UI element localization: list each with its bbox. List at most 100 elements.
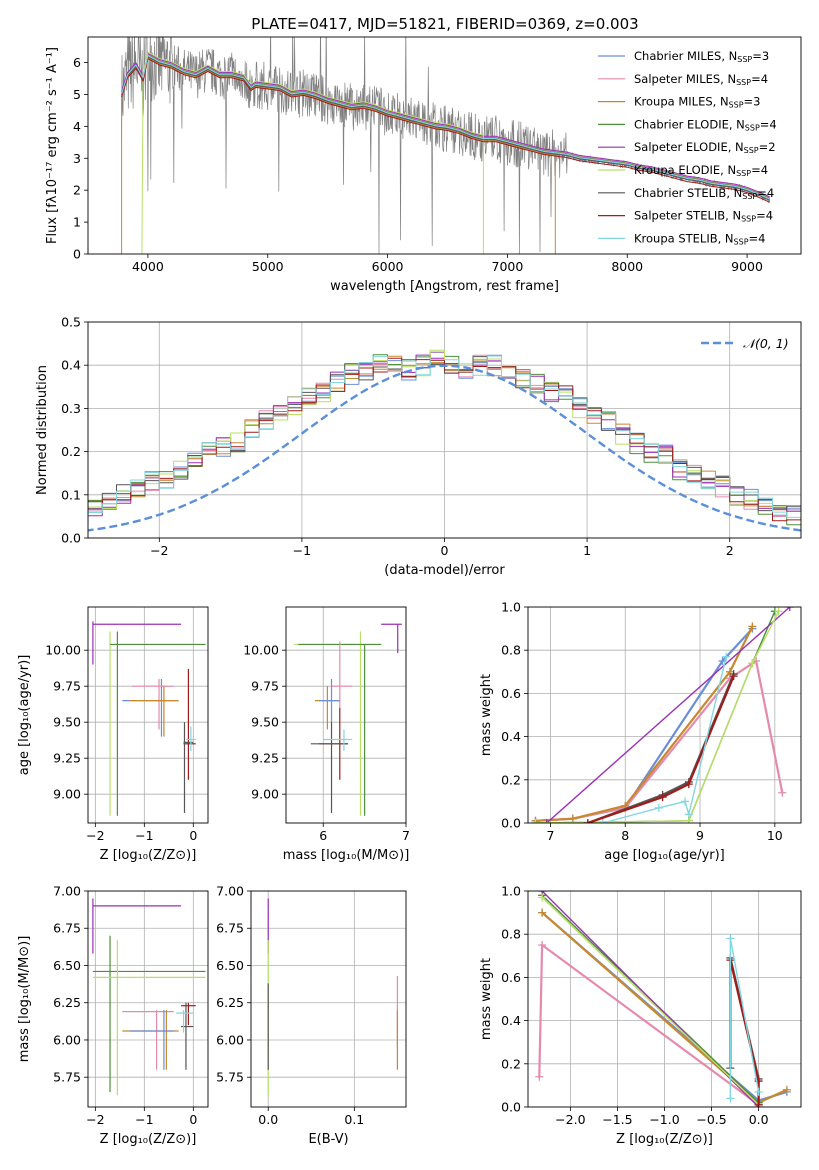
weight-series-line <box>535 610 780 823</box>
x-tick-label: −0.5 <box>696 1112 726 1127</box>
x-axis-label: wavelength [Angstrom, rest frame] <box>330 279 559 294</box>
y-tick-label: 0.0 <box>61 531 81 546</box>
x-tick-label: 0 <box>189 1112 197 1127</box>
y-tick-label: 0.0 <box>501 1100 521 1115</box>
y-tick-label: 10.00 <box>45 643 81 658</box>
x-tick-label: −1 <box>135 828 153 843</box>
y-tick-label: 0.4 <box>501 729 521 744</box>
age-vs-metallicity-frame <box>87 606 209 824</box>
mass-vs-metallicity-plot-area <box>88 891 208 1107</box>
weight-point-marker <box>748 659 757 668</box>
weight-point-marker <box>729 672 738 681</box>
legend-entry: Salpeter STELIB, NSSP=4 <box>634 209 773 224</box>
legend-entry: Kroupa MILES, NSSP=3 <box>634 95 760 110</box>
weight-series-line <box>587 675 735 823</box>
age-vs-mass-plot-area <box>286 607 406 823</box>
mass-weight-vs-age-frame <box>527 606 802 824</box>
weight-point-marker <box>538 941 547 949</box>
weight-point-marker <box>531 819 540 823</box>
x-axis-label: age [log₁₀(age/yr)] <box>604 848 725 863</box>
x-axis-label: Z [log₁₀(Z/Z⊙)] <box>100 1132 197 1147</box>
y-tick-label: 0.2 <box>501 1056 521 1071</box>
y-tick-label: 7.00 <box>53 884 81 899</box>
y-tick-label: 0.4 <box>61 358 81 373</box>
y-tick-label: 6.00 <box>53 1032 81 1047</box>
age-vs-mass-panel: 6 7 9.00 9.25 9.50 9.75 10.00 mass [log₁₀(M/M⊙)… <box>243 606 410 863</box>
weight-point-marker <box>538 893 547 902</box>
panels: 4000 5000 6000 7000 8000 90000123456wavelengt… <box>17 36 802 1147</box>
residual-histogram-step <box>88 349 801 524</box>
weight-point-marker <box>748 622 757 631</box>
y-tick-label: 0.8 <box>501 643 521 658</box>
x-tick-label: −2.0 <box>555 1112 585 1127</box>
weight-series-line <box>541 896 760 1106</box>
y-tick-label: 1 <box>73 215 81 230</box>
y-tick-label: 5 <box>73 87 81 102</box>
x-tick-label: 0.1 <box>344 1112 364 1127</box>
x-axis-label: E(B-V) <box>308 1132 348 1147</box>
legend-entry: Chabrier ELODIE, NSSP=4 <box>634 117 777 132</box>
figure-title: PLATE=0417, MJD=51821, FIBERID=0369, z=0… <box>251 15 638 33</box>
model-line <box>121 58 771 203</box>
y-tick-label: 3 <box>73 151 81 166</box>
y-tick-label: 0.6 <box>501 970 521 985</box>
weight-point-marker <box>568 814 577 823</box>
weight-point-marker <box>785 607 794 611</box>
weight-point-marker <box>684 810 693 819</box>
y-axis-label: Flux [fλ10⁻¹⁷ erg cm⁻² s⁻¹ A⁻¹] <box>45 47 60 244</box>
y-tick-label: 9.25 <box>251 751 279 766</box>
y-tick-label: 5.75 <box>53 1070 81 1085</box>
x-tick-label: 4000 <box>132 259 164 274</box>
age-vs-metallicity-plot-area <box>88 607 208 823</box>
weight-point-marker <box>722 652 731 661</box>
model-line <box>121 52 771 198</box>
y-tick-label: 6.75 <box>53 921 81 936</box>
legend-entry: Salpeter MILES, NSSP=4 <box>634 72 768 87</box>
model-line <box>121 54 771 199</box>
weight-series-line <box>538 943 760 1106</box>
y-tick-label: 4 <box>73 119 81 134</box>
mass-weight-vs-age-plot-area <box>528 607 801 823</box>
x-tick-label: 0 <box>189 828 197 843</box>
legend-entry: Chabrier STELIB, NSSP=4 <box>634 186 774 201</box>
y-tick-label: 0.3 <box>61 401 81 416</box>
model-line <box>121 55 771 200</box>
x-tick-label: 8 <box>621 828 629 843</box>
y-tick-label: 6.50 <box>216 958 244 973</box>
weight-series-line <box>546 607 791 823</box>
weight-point-marker <box>782 1085 791 1094</box>
model-line <box>121 57 556 254</box>
mass-weight-vs-metallicity-plot-area <box>528 891 801 1107</box>
y-tick-label: 9.75 <box>251 679 279 694</box>
x-tick-label: −2 <box>86 828 104 843</box>
y-tick-label: 1.0 <box>501 884 521 899</box>
residual-histogram-step <box>88 357 801 522</box>
weight-point-marker <box>681 797 690 806</box>
y-tick-label: 6.25 <box>53 995 81 1010</box>
residual-histogram-step <box>88 355 801 518</box>
x-tick-label: −2 <box>150 543 168 558</box>
legend-entry: Salpeter ELODIE, NSSP=2 <box>634 140 776 155</box>
y-tick-label: 9.50 <box>53 715 81 730</box>
y-axis-label: Normed distribution <box>35 365 50 495</box>
y-tick-label: 0.2 <box>501 772 521 787</box>
y-tick-label: 0.5 <box>61 315 81 330</box>
weight-point-marker <box>754 1087 763 1096</box>
weight-point-marker <box>778 788 787 797</box>
weight-series-line <box>535 627 754 822</box>
y-tick-label: 6.75 <box>216 921 244 936</box>
x-tick-label: 7 <box>546 828 554 843</box>
y-tick-label: 0.8 <box>501 927 521 942</box>
y-tick-label: 9.75 <box>53 679 81 694</box>
y-axis-label: age [log₁₀(age/yr)] <box>17 655 32 776</box>
y-tick-label: 2 <box>73 183 81 198</box>
x-axis-label: (data-model)/error <box>384 563 505 578</box>
model-line <box>121 53 771 199</box>
y-axis-label: mass weight <box>479 958 494 1040</box>
weight-point-marker <box>774 607 783 616</box>
spectrum-plot-area <box>121 37 771 254</box>
normal-curve <box>88 364 801 532</box>
y-tick-label: 6 <box>73 55 81 70</box>
mass-weight-vs-metallicity-panel: −2.0 −1.5 −1.0 −0.5 0.0 0.0 0.2 0.4 0.6 0.8 1.0 Z [… <box>479 884 802 1147</box>
model-line <box>121 56 771 201</box>
